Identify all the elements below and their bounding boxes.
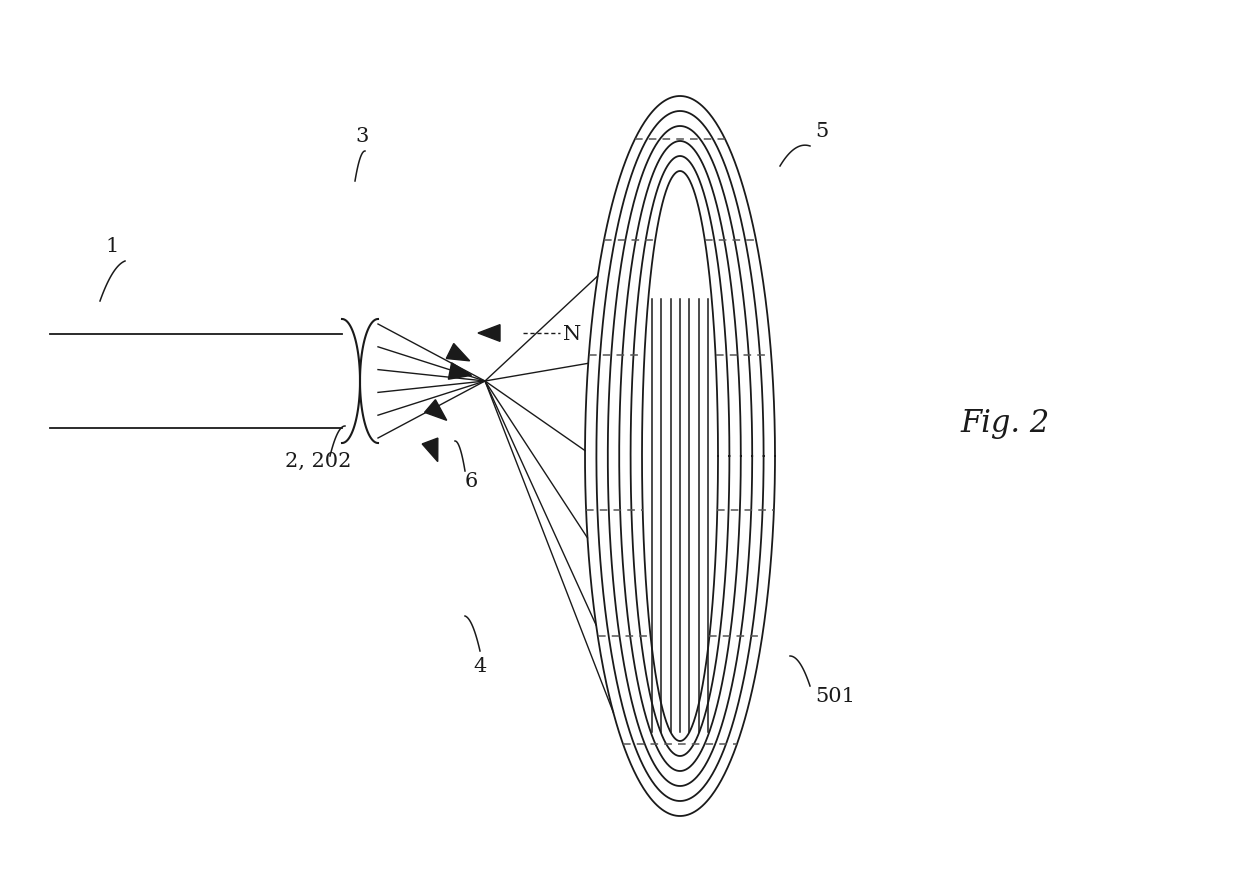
Text: 501: 501 — [815, 687, 856, 705]
Text: 4: 4 — [474, 657, 486, 675]
Text: 5: 5 — [815, 122, 828, 141]
Text: 1: 1 — [105, 237, 118, 256]
Text: 2, 202: 2, 202 — [285, 452, 351, 470]
Text: 6: 6 — [465, 471, 479, 491]
Polygon shape — [424, 400, 446, 421]
Text: N: N — [563, 324, 582, 344]
Polygon shape — [446, 344, 470, 361]
Text: Fig. 2: Fig. 2 — [960, 408, 1049, 439]
Polygon shape — [422, 439, 438, 462]
Polygon shape — [477, 325, 500, 342]
Text: 3: 3 — [355, 127, 368, 146]
Polygon shape — [449, 363, 471, 380]
